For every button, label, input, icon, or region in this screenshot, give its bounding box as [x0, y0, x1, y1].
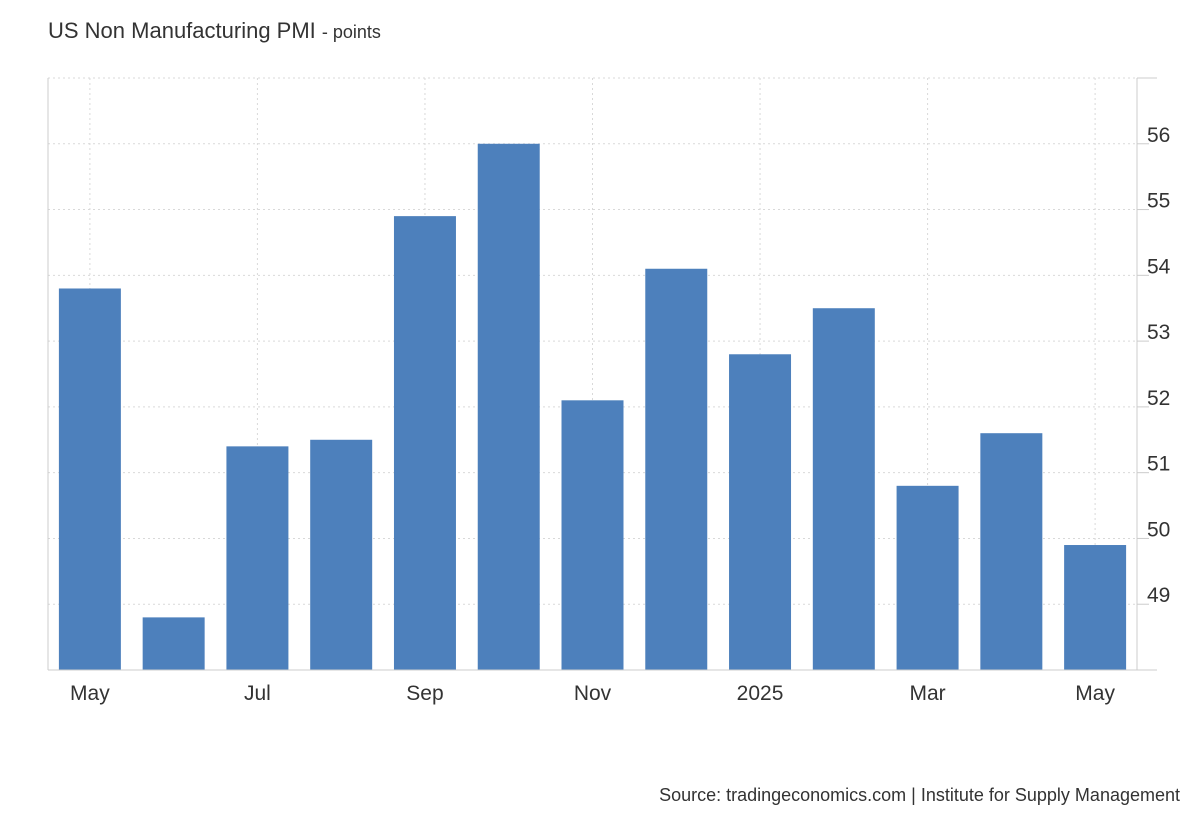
x-tick-label-2: Jul [244, 682, 271, 705]
y-tick-label-54: 54 [1147, 255, 1171, 278]
bars-group [58, 143, 1127, 670]
bar-10 [896, 485, 959, 670]
y-tick-label-52: 52 [1147, 387, 1170, 410]
chart-title: US Non Manufacturing PMI - points [48, 18, 381, 44]
bar-12 [1064, 545, 1127, 670]
bar-5 [477, 143, 540, 670]
y-tick-label-50: 50 [1147, 518, 1170, 541]
bar-4 [393, 216, 456, 670]
x-tick-label-12: May [1075, 682, 1115, 705]
bar-chart: 49 50 51 52 53 54 55 56 May Jul Sep Nov 2025 Mar May [47, 77, 1171, 705]
chart-unit: - points [321, 22, 381, 42]
bar-8 [729, 354, 792, 670]
x-tick-label-4: Sep [406, 682, 443, 705]
bar-6 [561, 400, 624, 670]
axes-group [47, 77, 1157, 671]
bar-11 [980, 433, 1043, 670]
x-tick-labels: May Jul Sep Nov 2025 Mar May [70, 682, 1115, 705]
bar-1 [142, 617, 205, 670]
x-tick-label-8: 2025 [737, 682, 784, 705]
y-tick-label-49: 49 [1147, 584, 1170, 607]
x-tick-label-6: Nov [574, 682, 612, 705]
source-note: Source: tradingeconomics.com | Institute… [659, 785, 1180, 805]
x-tick-label-10: Mar [909, 682, 945, 705]
bar-2 [226, 446, 289, 670]
bar-7 [645, 268, 708, 670]
y-tick-label-56: 56 [1147, 124, 1170, 147]
y-tick-label-55: 55 [1147, 190, 1170, 213]
bar-3 [310, 439, 373, 670]
bar-9 [812, 308, 875, 670]
y-tick-label-51: 51 [1147, 453, 1170, 476]
y-tick-label-53: 53 [1147, 321, 1170, 344]
chart-title-text: US Non Manufacturing PMI [48, 18, 316, 43]
y-tick-labels: 49 50 51 52 53 54 55 56 [1147, 124, 1171, 607]
x-tick-label-0: May [70, 682, 110, 705]
bar-0 [58, 288, 121, 670]
